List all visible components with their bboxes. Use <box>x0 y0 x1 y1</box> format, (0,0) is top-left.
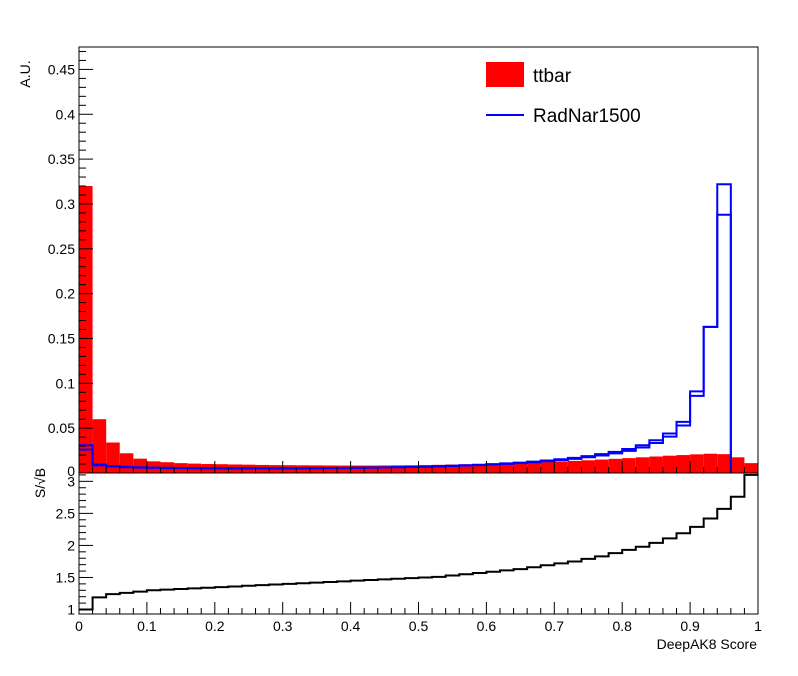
significance-step-line <box>79 473 758 611</box>
x-tick-label: 0.2 <box>205 618 225 634</box>
lower-y-axis-ticks: 1 1.5 2 2.5 3 <box>56 473 93 618</box>
ttbar-bar <box>323 465 338 473</box>
x-tick-label: 0.3 <box>273 618 293 634</box>
ttbar-bar <box>676 455 691 473</box>
ttbar-bar <box>377 465 392 473</box>
lower-y-axis-label: S/√B <box>32 468 48 498</box>
y-tick-label: 0.05 <box>48 420 75 436</box>
legend-ttbar-label: ttbar <box>533 66 572 87</box>
ttbar-bar <box>364 465 378 473</box>
ttbar-bar <box>459 464 473 473</box>
upper-plot-panel: 0.05 0.1 0.15 0.2 0.25 0.3 0.35 0.4 0.45 0 <box>48 46 759 479</box>
ttbar-bar <box>337 465 351 473</box>
y-tick-label: 0.4 <box>56 106 76 122</box>
ttbar-bar <box>595 459 609 473</box>
ttbar-bar <box>92 419 107 473</box>
x-tick-label: 0.1 <box>137 618 157 634</box>
upper-x-axis-ticks <box>78 461 759 473</box>
legend-ttbar-swatch <box>486 62 524 87</box>
ttbar-bar <box>622 458 636 473</box>
upper-y-axis-ticks: 0.05 0.1 0.15 0.2 0.25 0.3 0.35 0.4 0.45 0 <box>48 50 93 479</box>
y-tick-label: 0.45 <box>48 61 75 77</box>
y-tick-label: 0.3 <box>56 196 76 212</box>
ttbar-bar <box>119 453 134 473</box>
ttbar-bar <box>703 453 718 473</box>
ttbar-bar <box>662 455 677 473</box>
x-tick-label: 0.6 <box>477 618 497 634</box>
ttbar-bar <box>106 442 120 473</box>
significance-histogram <box>79 473 758 611</box>
x-tick-label: 0.5 <box>409 618 429 634</box>
legend-radnar1500-label: RadNar1500 <box>533 106 641 127</box>
x-tick-label: 1 <box>754 618 762 634</box>
y-tick-label: 0.1 <box>56 375 76 391</box>
ttbar-bar <box>513 462 528 473</box>
upper-y-axis-label: A.U. <box>17 60 33 87</box>
y-tick-label: 0.2 <box>56 286 76 302</box>
y-tick-label: 2 <box>67 537 75 553</box>
ttbar-bar <box>649 456 663 473</box>
y-tick-label: 2.5 <box>56 505 76 521</box>
legend: ttbar RadNar1500 <box>486 62 641 127</box>
ttbar-bar <box>445 464 460 473</box>
ttbar-bar <box>635 457 650 473</box>
x-tick-label: 0 <box>75 618 83 634</box>
ttbar-bar <box>472 464 487 473</box>
x-tick-label: 0.8 <box>612 618 632 634</box>
x-axis-label: DeepAK8 Score <box>657 636 758 652</box>
lower-x-axis-ticks: 0 0.1 0.2 0.3 0.4 0.5 0.6 0.7 0.8 0.9 1 <box>75 602 762 634</box>
ttbar-bar <box>391 465 405 473</box>
y-tick-label: 3 <box>67 473 75 489</box>
ttbar-bar <box>744 463 758 473</box>
ttbar-bar <box>581 460 596 473</box>
y-tick-label: 0.25 <box>48 241 75 257</box>
ttbar-bar <box>350 465 365 473</box>
ttbar-bar <box>690 454 704 473</box>
ttbar-bar <box>717 454 731 473</box>
ttbar-bar <box>540 462 555 473</box>
ttbar-bar <box>486 463 500 473</box>
ttbar-bar <box>730 457 745 473</box>
x-tick-label: 0.9 <box>680 618 700 634</box>
ttbar-bar <box>608 458 623 473</box>
ttbar-bar <box>404 465 419 473</box>
lower-plot-frame <box>78 472 759 615</box>
ttbar-bar <box>133 458 147 473</box>
ttbar-bar <box>527 462 541 473</box>
ttbar-bar <box>567 460 582 473</box>
ttbar-bar <box>418 465 433 473</box>
ttbar-bar <box>554 461 568 473</box>
ttbar-bar <box>499 463 514 473</box>
y-tick-label: 0.35 <box>48 151 75 167</box>
lower-plot-panel: 1 1.5 2 2.5 3 0 0.1 0.2 0.3 0.4 0.5 0.6 0.7 0.8 0.9 1 <box>56 472 762 634</box>
y-tick-label: 1 <box>67 602 75 618</box>
y-tick-label: 0.15 <box>48 330 75 346</box>
y-tick-label: 1.5 <box>56 569 76 585</box>
x-tick-label: 0.4 <box>341 618 361 634</box>
ttbar-bar <box>432 464 446 473</box>
x-tick-label: 0.7 <box>545 618 565 634</box>
y-tick-label: 0 <box>67 463 75 479</box>
